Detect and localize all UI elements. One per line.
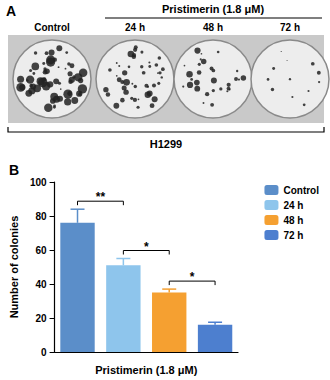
svg-text:Number of colonies: Number of colonies — [8, 216, 20, 319]
svg-text:Control: Control — [283, 185, 319, 196]
svg-text:Pristimerin (1.8 μM): Pristimerin (1.8 μM) — [95, 364, 197, 376]
svg-text:H1299: H1299 — [150, 138, 182, 150]
svg-text:A: A — [6, 3, 16, 19]
svg-text:60: 60 — [35, 245, 47, 256]
svg-text:B: B — [9, 162, 19, 178]
svg-text:*: * — [144, 240, 149, 254]
svg-text:48 h: 48 h — [283, 215, 303, 226]
svg-text:24 h: 24 h — [283, 200, 303, 211]
svg-text:24 h: 24 h — [125, 22, 145, 33]
svg-text:20: 20 — [35, 313, 47, 324]
svg-text:72 h: 72 h — [280, 22, 300, 33]
svg-text:72 h: 72 h — [283, 230, 303, 241]
svg-text:40: 40 — [35, 279, 47, 290]
svg-text:*: * — [190, 270, 195, 284]
svg-text:Pristimerin (1.8 μM): Pristimerin (1.8 μM) — [162, 3, 264, 15]
svg-text:0: 0 — [41, 347, 47, 358]
svg-text:100: 100 — [30, 177, 47, 188]
svg-text:80: 80 — [35, 211, 47, 222]
svg-text:**: ** — [96, 190, 106, 204]
svg-text:Control: Control — [34, 22, 70, 33]
svg-text:48 h: 48 h — [203, 22, 223, 33]
